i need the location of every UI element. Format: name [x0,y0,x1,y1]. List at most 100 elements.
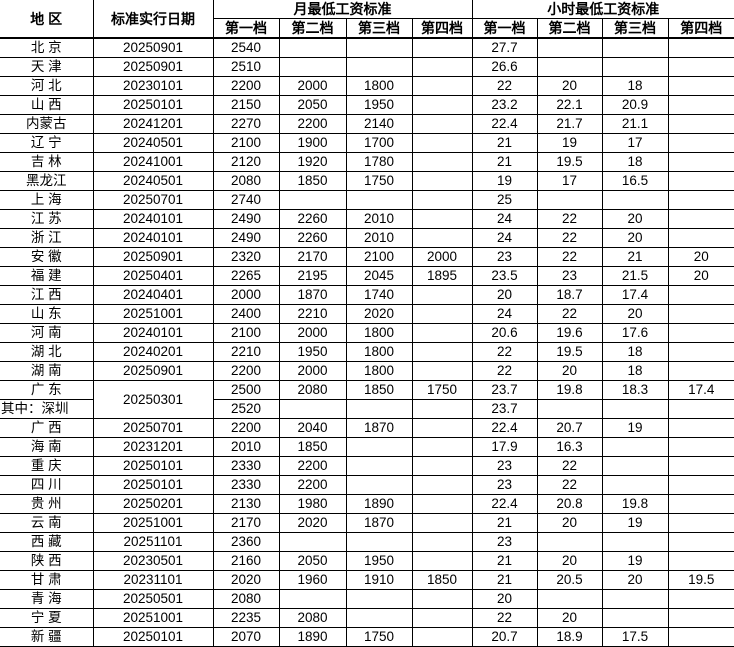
monthly-tier-4-cell [411,76,473,96]
hourly-tier-2-cell: 22 [536,209,603,229]
monthly-tier-3-cell: 1950 [345,551,413,571]
hourly-tier-4-cell [667,95,734,115]
table-row: 宁 夏 20251001 2235 2080 22 20 [0,608,734,628]
hourly-tier-1-cell: 22 [471,342,538,362]
header-monthly-tier-1: 第一档 [213,18,280,39]
date-cell: 20250101 [92,475,214,495]
region-cell: 青 海 [0,589,94,609]
region-cell: 广 西 [0,418,94,438]
hourly-tier-2-cell: 20 [536,76,603,96]
monthly-tier-3-cell: 1800 [345,342,413,362]
hourly-tier-1-cell: 21 [471,570,538,590]
hourly-tier-4-cell [667,133,734,153]
hourly-tier-1-cell: 21 [471,152,538,172]
table-row: 甘 肃 20231101 2020 1960 1910 1850 21 20.5 20 19.5 [0,570,734,590]
region-cell: 北 京 [0,37,94,58]
hourly-tier-2-cell [536,399,603,419]
region-cell: 甘 肃 [0,570,94,590]
hourly-tier-4-cell [667,209,734,229]
hourly-tier-4-cell [667,76,734,96]
region-cell: 上 海 [0,190,94,210]
header-region: 地 区 [0,0,94,39]
hourly-tier-1-cell: 21 [471,551,538,571]
monthly-tier-4-cell [411,152,473,172]
region-cell: 黑龙江 [0,171,94,191]
monthly-tier-3-cell: 1870 [345,418,413,438]
date-cell: 20250701 [92,190,214,210]
hourly-tier-1-cell: 22 [471,76,538,96]
monthly-tier-3-cell: 2020 [345,304,413,324]
date-cell: 20251001 [92,608,214,628]
monthly-tier-2-cell: 2260 [278,209,347,229]
monthly-tier-2-cell: 1950 [278,342,347,362]
date-cell: 20231101 [92,570,214,590]
monthly-tier-3-cell [345,37,413,58]
monthly-tier-2-cell [278,190,347,210]
date-cell: 20240501 [92,133,214,153]
hourly-tier-3-cell: 20 [601,570,669,590]
monthly-tier-4-cell [411,304,473,324]
hourly-tier-1-cell: 24 [471,209,538,229]
monthly-tier-4-cell [411,532,473,552]
monthly-tier-4-cell [411,456,473,476]
hourly-tier-2-cell: 19.8 [536,380,603,400]
hourly-tier-4-cell [667,323,734,343]
hourly-tier-4-cell [667,627,734,647]
hourly-tier-3-cell: 18 [601,152,669,172]
hourly-tier-4-cell [667,171,734,191]
monthly-tier-3-cell [345,589,413,609]
region-cell: 新 疆 [0,627,94,647]
hourly-tier-2-cell: 23 [536,266,603,286]
hourly-tier-1-cell: 23.2 [471,95,538,115]
monthly-tier-2-cell: 1960 [278,570,347,590]
hourly-tier-2-cell: 20 [536,608,603,628]
monthly-tier-2-cell: 2040 [278,418,347,438]
header-monthly-group: 月最低工资标准 [212,0,473,19]
region-cell: 宁 夏 [0,608,94,628]
monthly-tier-3-cell: 1890 [345,494,413,514]
region-cell: 河 北 [0,76,94,96]
hourly-tier-2-cell [536,589,603,609]
monthly-tier-3-cell: 1750 [345,171,413,191]
monthly-tier-1-cell: 2080 [212,171,280,191]
monthly-tier-4-cell [411,133,473,153]
monthly-tier-2-cell: 2080 [278,380,347,400]
hourly-tier-1-cell: 22.4 [471,114,538,134]
header-hourly-tier-2: 第二档 [536,18,603,39]
monthly-tier-1-cell: 2270 [212,114,280,134]
table-row: 海 南 20231201 2010 1850 17.9 16.3 [0,437,734,457]
hourly-tier-4-cell [667,513,734,533]
monthly-tier-3-cell: 1700 [345,133,413,153]
header-row-groups: 地 区 标准实行日期 月最低工资标准 小时最低工资标准 [0,0,734,39]
hourly-tier-2-cell: 20.8 [536,494,603,514]
monthly-tier-2-cell [278,532,347,552]
monthly-tier-1-cell: 2320 [212,247,280,267]
date-cell: 20251101 [92,532,214,552]
hourly-tier-1-cell: 21 [471,133,538,153]
table-row: 湖 北 20240201 2210 1950 1800 22 19.5 18 [0,342,734,362]
table-row: 内蒙古 20241201 2270 2200 2140 22.4 21.7 21.1 [0,114,734,134]
region-cell: 贵 州 [0,494,94,514]
hourly-tier-4-cell [667,37,734,58]
hourly-tier-4-cell: 19.5 [667,570,734,590]
region-cell: 浙 江 [0,228,94,248]
monthly-tier-1-cell: 2520 [212,399,280,419]
monthly-tier-1-cell: 2080 [212,589,280,609]
table-row: 天 津 20250901 2510 26.6 [0,57,734,77]
table-row: 青 海 20250501 2080 20 [0,589,734,609]
monthly-tier-1-cell: 2160 [212,551,280,571]
table-row: 河 南 20240101 2100 2000 1800 20.6 19.6 17.6 [0,323,734,343]
hourly-tier-2-cell: 22 [536,456,603,476]
monthly-tier-1-cell: 2130 [212,494,280,514]
table-row: 福 建 20250401 2265 2195 2045 1895 23.5 23 21.5 20 [0,266,734,286]
table-row: 新 疆 20250101 2070 1890 1750 20.7 18.9 17.5 [0,627,734,647]
date-cell: 20250501 [92,589,214,609]
header-hourly-group: 小时最低工资标准 [471,0,734,19]
monthly-tier-4-cell: 1895 [411,266,473,286]
monthly-tier-1-cell: 2330 [212,475,280,495]
hourly-tier-2-cell: 20 [536,361,603,381]
hourly-tier-2-cell: 22.1 [536,95,603,115]
table-row: 安 徽 20250901 2320 2170 2100 2000 23 22 21 20 [0,247,734,267]
region-cell: 湖 北 [0,342,94,362]
table-body: 北 京 20250901 2540 27.7 天 津 20250901 2510 26.6 河 … [0,37,734,647]
